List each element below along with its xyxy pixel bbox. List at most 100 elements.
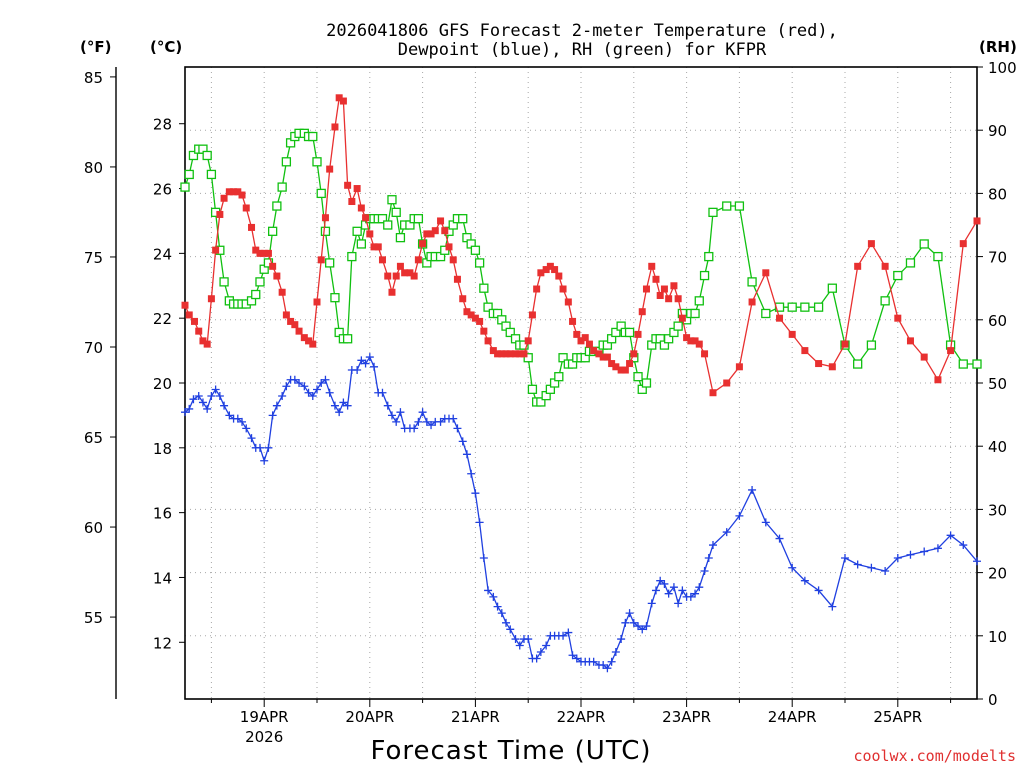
axis-ticks: 12 14 16 18 20 22 24 26 28 55 60 65 70 75 80 85 0 10 20 30 4…	[84, 59, 1017, 746]
dewpoint-point	[564, 628, 573, 637]
dewpoint-point	[475, 518, 484, 527]
temperature-point	[269, 262, 277, 270]
temperature-point	[453, 275, 461, 283]
dewpoint-point	[568, 651, 577, 660]
fahrenheit-tick-label: 65	[84, 429, 103, 447]
credit-link[interactable]: coolwx.com/modelts	[853, 747, 1016, 765]
temperature-point	[185, 311, 193, 319]
x-tick-label: 22APR	[557, 708, 606, 726]
dewpoint-point	[383, 401, 392, 410]
temperature-point	[626, 360, 634, 368]
celsius-tick-label: 28	[153, 116, 172, 134]
dewpoint-point	[343, 401, 352, 410]
dewpoint-point	[396, 408, 405, 417]
rh-point	[458, 214, 468, 224]
dewpoint-point	[458, 437, 467, 446]
dewpoint-point	[198, 398, 207, 407]
dewpoint-point	[625, 609, 634, 618]
rh-point	[933, 251, 943, 262]
dewpoint-point	[607, 657, 616, 666]
dewpoint-point	[502, 618, 511, 627]
temperature-point	[498, 350, 506, 358]
temperature-point	[555, 272, 563, 280]
dewpoint-point	[304, 388, 313, 397]
rh-point	[312, 157, 322, 167]
temperature-point	[305, 337, 313, 345]
dewpoint-point	[867, 563, 876, 572]
rh-point	[342, 334, 353, 344]
temperature-point	[660, 285, 668, 293]
dewpoint-point	[194, 391, 203, 400]
rh-point	[958, 359, 968, 369]
rh-point	[708, 207, 718, 218]
dewpoint-point	[220, 401, 229, 410]
rh-series	[180, 128, 982, 407]
temperature-point	[406, 269, 414, 277]
dewpoint-point	[207, 391, 216, 400]
rh-point	[470, 245, 481, 255]
dewpoint-point	[709, 541, 717, 550]
temperature-point	[191, 317, 199, 325]
dewpoint-point	[427, 421, 436, 430]
temperature-point	[748, 298, 756, 306]
temperature-point	[309, 340, 317, 348]
dewpoint-point	[238, 417, 247, 426]
temperature-point	[300, 334, 308, 342]
dewpoint-point	[290, 375, 299, 384]
dewpoint-point	[634, 622, 643, 631]
dewpoint-point	[418, 408, 427, 417]
dewpoint-point	[300, 382, 309, 391]
temperature-point	[894, 314, 902, 322]
rh-point	[387, 195, 397, 205]
rh-point	[673, 321, 683, 331]
dewpoint-point	[853, 560, 862, 569]
temperature-point	[366, 230, 374, 238]
rh-point	[827, 283, 837, 293]
dewpoint-point	[203, 404, 212, 413]
temperature-point	[573, 330, 581, 338]
dewpoint-point	[272, 401, 281, 410]
dewpoint-point	[506, 625, 515, 634]
temperature-point	[599, 353, 607, 361]
rh-point	[330, 293, 340, 303]
dewpoint-point	[973, 557, 981, 566]
temperature-point	[216, 210, 224, 218]
dewpoint-point	[489, 592, 498, 601]
temperature-point	[282, 311, 290, 319]
temperature-point	[973, 217, 981, 225]
temperature-point	[410, 272, 418, 280]
dewpoint-point	[621, 618, 630, 627]
dewpoint-point	[542, 641, 551, 650]
dewpoint-point	[268, 411, 277, 420]
dewpoint-point	[370, 362, 379, 371]
temperature-point	[652, 275, 660, 283]
x-tick-label: 21APR	[451, 708, 500, 726]
dewpoint-point	[185, 404, 194, 413]
rh-point	[558, 353, 568, 363]
temperature-point	[585, 340, 593, 348]
rh-point	[536, 397, 546, 407]
rh-point	[356, 239, 367, 249]
temperature-point	[378, 256, 386, 264]
rh-point	[853, 359, 863, 369]
temperature-point	[577, 337, 585, 345]
temperature-point	[678, 314, 686, 322]
dewpoint-point	[335, 408, 344, 417]
dewpoint-point	[664, 589, 673, 598]
temperature-point	[441, 227, 449, 235]
temperature-point	[612, 363, 620, 371]
rh-point	[519, 340, 529, 350]
rh-point	[206, 169, 217, 180]
temperature-point	[256, 249, 264, 257]
temperature-point	[321, 214, 329, 222]
temperature-point	[203, 340, 211, 348]
fahrenheit-tick-label: 85	[84, 69, 103, 87]
dewpoint-point	[215, 391, 224, 400]
temperature-point	[313, 298, 321, 306]
dewpoint-point	[814, 586, 823, 595]
rh-point	[413, 214, 424, 224]
dewpoint-point	[260, 456, 269, 465]
x-tick-label: 23APR	[662, 708, 711, 726]
rh-point	[184, 169, 194, 180]
rh-point	[272, 201, 282, 211]
